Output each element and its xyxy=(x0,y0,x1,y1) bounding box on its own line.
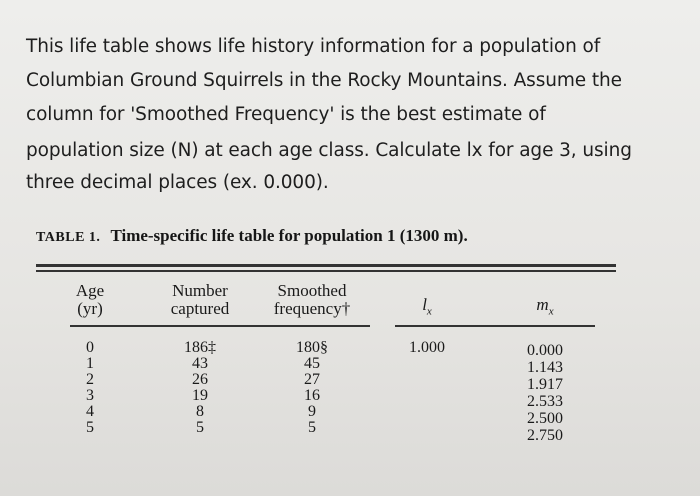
column-header: Age xyxy=(75,281,105,300)
table-cell: 5 xyxy=(308,419,316,436)
table-cell: 2.750 xyxy=(527,427,563,444)
table-cell: 16 xyxy=(304,387,320,404)
table-cell: 1 xyxy=(86,355,94,372)
question-line: column for 'Smoothed Frequency' is the b… xyxy=(26,104,546,125)
table-cell: 43 xyxy=(192,355,208,372)
table-cell: 2.500 xyxy=(527,410,563,427)
header-sub: x xyxy=(548,305,554,318)
table-cell: 5 xyxy=(86,419,94,436)
table-caption: TABLE 1. Time-specific life table for pop… xyxy=(36,226,468,246)
header-sub: x xyxy=(426,305,432,318)
table-cell: 180§ xyxy=(296,339,328,356)
table-cell: 19 xyxy=(192,387,208,404)
caption-text: Time-specific life table for population … xyxy=(110,226,468,245)
table-cell: 4 xyxy=(86,403,94,420)
table-cell: 2.533 xyxy=(527,393,563,410)
header-rule xyxy=(70,325,370,327)
table-cell: 26 xyxy=(192,371,208,388)
top-rule xyxy=(36,270,616,272)
table-cell: 2 xyxy=(86,371,94,388)
question-line: Columbian Ground Squirrels in the Rocky … xyxy=(26,70,622,91)
table-label: TABLE 1. xyxy=(36,230,101,245)
top-rule xyxy=(36,264,616,267)
column-header: (yr) xyxy=(77,299,103,318)
question-line: This life table shows life history infor… xyxy=(26,36,601,57)
column-header: lx xyxy=(422,296,432,320)
table-cell: 27 xyxy=(304,371,320,388)
table-cell: 1.000 xyxy=(409,339,445,356)
table-cell: 1.917 xyxy=(527,376,563,393)
column-header: frequency† xyxy=(273,299,351,318)
header-main: l xyxy=(422,295,427,314)
table-cell: 1.143 xyxy=(527,359,563,376)
table-cell: 3 xyxy=(86,387,94,404)
column-header: captured xyxy=(170,299,230,318)
header-main: m xyxy=(536,295,549,314)
column-header: Number xyxy=(172,281,228,300)
table-cell: 186‡ xyxy=(184,339,216,356)
column-header: Smoothed xyxy=(277,281,347,300)
header-rule xyxy=(395,325,595,327)
question-line: three decimal places (ex. 0.000). xyxy=(26,172,329,193)
table-cell: 0.000 xyxy=(527,342,563,359)
question-line: population size (N) at each age class. C… xyxy=(26,140,632,161)
table-cell: 5 xyxy=(196,419,204,436)
column-header: mx xyxy=(536,296,553,320)
table-cell: 8 xyxy=(196,403,204,420)
table-cell: 45 xyxy=(304,355,320,372)
table-cell: 9 xyxy=(308,403,316,420)
table-cell: 0 xyxy=(86,339,94,356)
